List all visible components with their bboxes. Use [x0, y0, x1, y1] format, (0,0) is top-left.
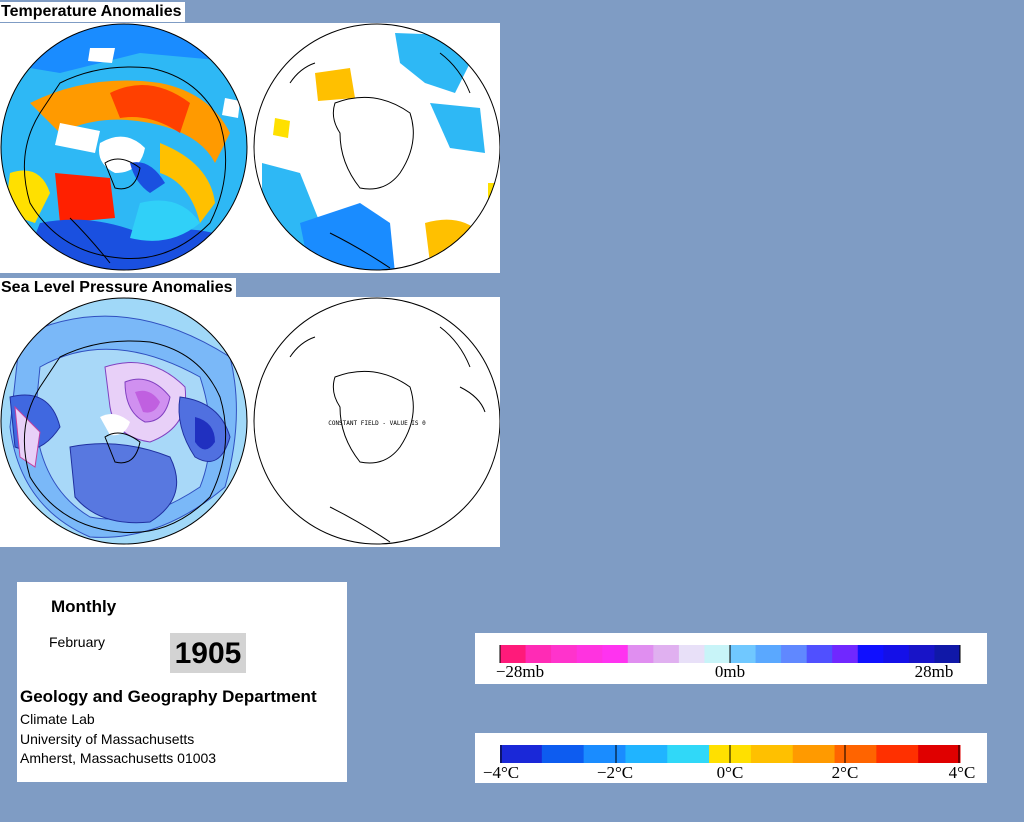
temperature-northern-hemisphere-map — [1, 24, 247, 270]
pressure-scale-swatch — [934, 645, 961, 663]
pressure-scale-swatch — [602, 645, 629, 663]
temperature-scale-swatch — [667, 745, 710, 763]
pressure-maps: CONSTANT FIELD - VALUE IS 0 — [0, 297, 500, 545]
constant-field-label: CONSTANT FIELD - VALUE IS 0 — [328, 420, 426, 427]
temperature-scale-swatch — [792, 745, 836, 763]
pressure-northern-hemisphere-map — [1, 298, 247, 544]
pressure-scale-swatch — [627, 645, 654, 663]
university-name: University of Massachusetts — [20, 731, 195, 747]
temperature-color-scale: −4°C −2°C 0°C 2°C 4°C — [475, 733, 987, 783]
pressure-scale-swatch — [832, 645, 859, 663]
lab-name: Climate Lab — [20, 711, 95, 727]
temperature-scale-swatch — [583, 745, 626, 763]
pressure-scale-swatch — [908, 645, 935, 663]
pressure-scale-swatch — [704, 645, 731, 663]
pressure-scale-max-label: 28mb — [915, 662, 954, 681]
pressure-title: Sea Level Pressure Anomalies — [0, 278, 236, 298]
temperature-scale-label-4: 4°C — [949, 763, 976, 782]
temperature-title: Temperature Anomalies — [0, 2, 185, 22]
temperature-scale-swatch — [876, 745, 919, 763]
temperature-maps — [0, 23, 500, 271]
temperature-scale-swatch — [834, 745, 877, 763]
pressure-scale-mid-label: 0mb — [715, 662, 745, 681]
pressure-panel: CONSTANT FIELD - VALUE IS 0 — [0, 297, 500, 547]
address-line: Amherst, Massachusetts 01003 — [20, 750, 217, 766]
pressure-scale-swatch — [525, 645, 552, 663]
pressure-scale-swatch — [678, 645, 705, 663]
pressure-scale-swatch — [755, 645, 782, 663]
temperature-scale-swatch — [541, 745, 585, 763]
temperature-scale-swatch — [625, 745, 668, 763]
month-label: February — [49, 634, 106, 650]
pressure-southern-hemisphere-map — [254, 298, 500, 544]
temperature-scale-label-0: 0°C — [717, 763, 744, 782]
pressure-scale-swatch — [730, 645, 757, 663]
pressure-color-scale: −28mb 0mb 28mb — [475, 633, 987, 684]
pressure-scale-swatch — [500, 645, 527, 663]
frequency-label: Monthly — [51, 597, 117, 616]
pressure-scale-swatch — [857, 645, 884, 663]
pressure-scale-bar: −28mb 0mb 28mb — [496, 645, 961, 681]
department-name: Geology and Geography Department — [20, 687, 317, 706]
temperature-scale-swatch — [918, 745, 961, 763]
temperature-scale-label-minus2: −2°C — [597, 763, 633, 782]
temperature-scale-swatch — [750, 745, 794, 763]
temperature-scale-bar: −4°C −2°C 0°C 2°C 4°C — [483, 745, 976, 782]
year-label: 1905 — [170, 633, 246, 673]
pressure-scale-min-label: −28mb — [496, 662, 544, 681]
pressure-scale-swatch — [806, 645, 833, 663]
temperature-scale-swatch — [500, 745, 543, 763]
pressure-scale-swatch — [883, 645, 910, 663]
pressure-scale-swatch — [551, 645, 578, 663]
temperature-panel — [0, 23, 500, 273]
pressure-scale-swatch — [781, 645, 808, 663]
temperature-scale-label-2: 2°C — [832, 763, 859, 782]
pressure-scale-swatch — [653, 645, 680, 663]
info-box: Monthly February 1905 Geology and Geogra… — [17, 582, 347, 782]
temperature-scale-label-minus4: −4°C — [483, 763, 519, 782]
pressure-scale-swatch — [576, 645, 603, 663]
